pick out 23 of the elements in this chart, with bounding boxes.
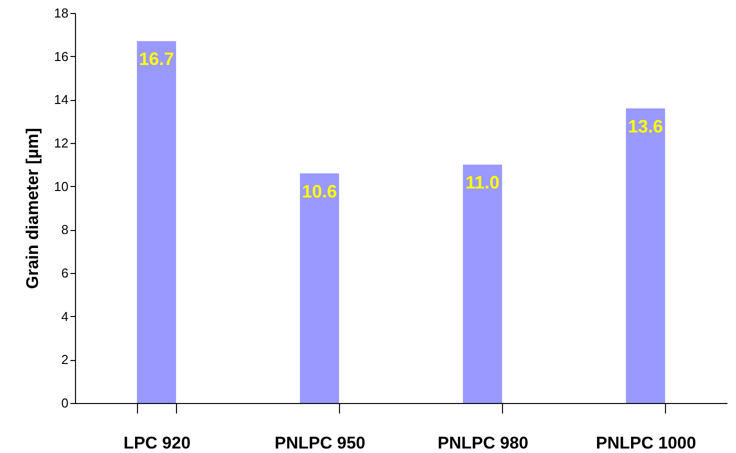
y-tick-label: 0: [61, 396, 68, 410]
data-label: 10.6: [302, 181, 338, 202]
data-label: 11.0: [465, 172, 500, 193]
y-tick-label: 14: [54, 92, 68, 108]
y-tick-label: 6: [61, 266, 68, 280]
y-tick-label: 8: [61, 222, 68, 238]
y-tick-label: 2: [61, 352, 68, 368]
bar: [136, 41, 176, 403]
x-tick-label: PNLPC 950: [274, 434, 366, 452]
y-axis-title: Grain diameter [µm]: [23, 128, 42, 289]
bar: [300, 173, 340, 403]
bar: [626, 108, 666, 403]
y-tick-label: 4: [61, 308, 68, 324]
y-tick-label: 10: [54, 178, 68, 194]
bar: [462, 164, 502, 403]
data-label: 16.7: [138, 49, 174, 70]
data-label: 13.6: [628, 116, 664, 136]
y-tick-label: 16: [54, 48, 68, 64]
x-tick-label: PNLPC 980: [438, 434, 528, 452]
x-tick-label: PNLPC 1000: [596, 434, 696, 452]
x-tick-label: LPC 920: [123, 434, 191, 452]
y-tick-label: 18: [54, 6, 68, 20]
y-tick-label: 12: [54, 136, 68, 150]
